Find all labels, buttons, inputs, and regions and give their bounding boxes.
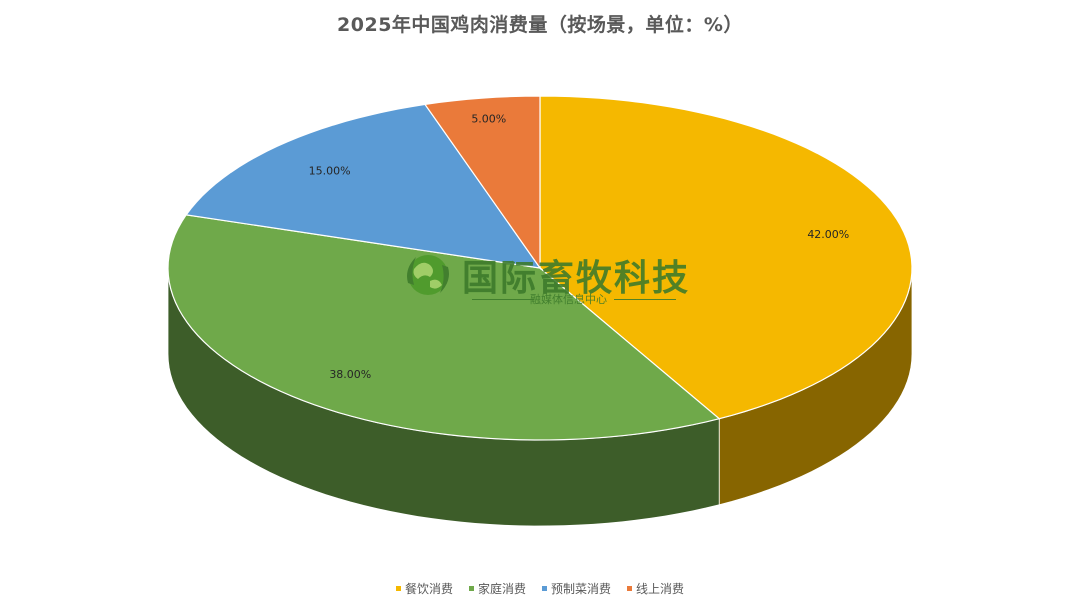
chart-title: 2025年中国鸡肉消费量（按场景，单位：%） — [337, 14, 743, 36]
legend-label: 餐饮消费 — [404, 582, 453, 596]
data-label-2: 38.00% — [329, 368, 371, 381]
watermark-divider-left — [472, 299, 534, 300]
pie-top-slices — [167, 95, 913, 441]
pie-slice-2 — [167, 214, 721, 441]
legend-label: 家庭消费 — [477, 582, 526, 596]
legend-label: 线上消费 — [636, 582, 685, 596]
legend-item-3: 预制菜消费 — [542, 580, 611, 597]
data-label-3: 15.00% — [309, 165, 351, 178]
legend-swatch — [542, 586, 547, 591]
data-label-1: 42.00% — [807, 228, 849, 241]
data-label-4: 5.00% — [471, 113, 506, 126]
legend-item-4: 线上消费 — [627, 580, 684, 597]
pie-slice-1 — [539, 95, 913, 420]
legend-item-2: 家庭消费 — [468, 580, 526, 597]
watermark-divider-right — [614, 299, 676, 300]
pie-slice-4 — [423, 95, 541, 270]
pie-slice-3 — [185, 103, 542, 269]
watermark-title: 国际畜牧科技 — [462, 258, 691, 299]
pie-data-labels: 42.00% 38.00% 15.00% 5.00% — [309, 113, 850, 382]
watermark-subtitle: 融媒体信息中心 — [530, 293, 607, 306]
legend-swatch — [627, 586, 633, 591]
globe-leaf-icon — [407, 255, 449, 295]
legend-swatch — [468, 586, 474, 591]
legend-swatch — [395, 586, 401, 591]
watermark: 国际畜牧科技 融媒体信息中心 — [400, 243, 690, 313]
legend-item-1: 餐饮消费 — [395, 580, 453, 597]
chart-legend: 餐饮消费 家庭消费 预制菜消费 线上消费 — [0, 580, 1080, 597]
legend-label: 预制菜消费 — [551, 582, 612, 596]
